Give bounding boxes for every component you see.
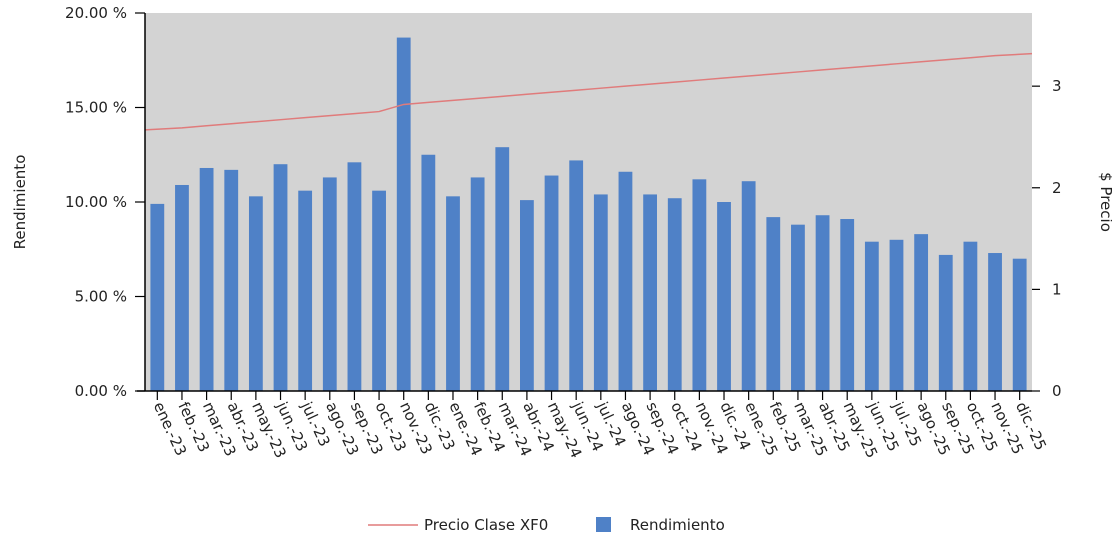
y2-tick-label: 1	[1052, 280, 1062, 298]
bar-ene.-25	[741, 181, 756, 391]
bar-jun.-23	[273, 164, 288, 391]
y-tick-label: 5.00 %	[75, 288, 127, 306]
bar-mar.-23	[199, 167, 214, 391]
legend-bar-swatch	[596, 517, 611, 532]
bar-jul.-24	[593, 194, 608, 391]
bar-may.-23	[248, 196, 263, 391]
bar-sep.-25	[938, 254, 953, 391]
price-line	[144, 52, 1033, 131]
y-tick-label: 20.00 %	[65, 4, 127, 22]
bar-sep.-23	[347, 162, 362, 391]
bar-dic.-24	[717, 202, 731, 391]
bar-feb.-23	[175, 184, 189, 391]
bar-may.-24	[544, 175, 559, 391]
left-axis-ticks: 0.00 % 5.00 % 10.00 % 15.00 % 20.00 %	[65, 4, 145, 400]
y2-tick-label: 0	[1052, 382, 1062, 400]
right-axis-ticks: 0 1 2 3	[1032, 77, 1062, 400]
bar-ago.-24	[618, 171, 633, 391]
y-tick-label: 10.00 %	[65, 193, 127, 211]
bar-abr.-24	[520, 200, 534, 391]
bar-mar.-25	[791, 224, 805, 391]
y2-tick-label: 3	[1052, 77, 1062, 95]
bar-jul.-25	[889, 239, 904, 391]
bar-may.-25	[840, 219, 855, 391]
bar-nov.-23	[396, 37, 411, 391]
bar-dic.-25	[1012, 258, 1027, 391]
y-axis-title: Rendimiento	[11, 155, 29, 250]
bar-oct.-24	[667, 198, 682, 391]
price-line-layer	[144, 52, 1033, 131]
bar-sep.-24	[643, 194, 657, 391]
bar-abr.-25	[815, 215, 830, 391]
legend-label-price: Precio Clase XF0	[424, 516, 548, 534]
bar-feb.-24	[470, 177, 485, 391]
y2-tick-label: 2	[1052, 179, 1062, 197]
bar-nov.-25	[988, 253, 1002, 391]
bar-oct.-23	[372, 190, 386, 391]
bar-dic.-23	[421, 154, 436, 391]
bar-jun.-25	[864, 241, 879, 391]
x-axis-ticks: ene.-23feb.-23mar.-23abr.-23may.-23jun.-…	[150, 391, 1050, 461]
bar-jun.-24	[569, 160, 584, 391]
bar-ago.-25	[914, 234, 929, 391]
bar-ene.-23	[150, 203, 165, 391]
legend: Precio Clase XF0 Rendimiento	[368, 516, 725, 534]
bar-mar.-24	[495, 147, 510, 391]
bar-ago.-23	[322, 177, 337, 391]
bar-oct.-25	[963, 241, 978, 391]
bars-layer	[150, 37, 1027, 391]
bar-abr.-23	[224, 169, 239, 391]
y2-axis-title: $ Precio	[1097, 172, 1112, 232]
bar-jul.-23	[298, 190, 313, 391]
bar-nov.-24	[692, 179, 707, 391]
bar-feb.-25	[766, 217, 781, 391]
y-tick-label: 0.00 %	[75, 382, 127, 400]
plot-area	[145, 13, 1032, 391]
y-tick-label: 15.00 %	[65, 99, 127, 117]
bar-ene.-24	[446, 196, 460, 391]
legend-label-yield: Rendimiento	[630, 516, 725, 534]
